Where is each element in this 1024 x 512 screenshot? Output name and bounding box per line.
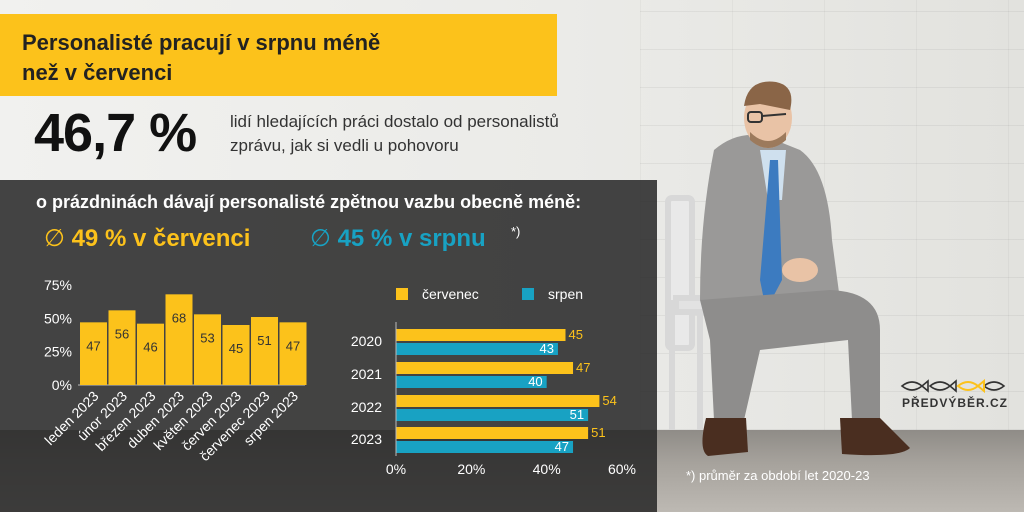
y-tick-label: 2020 xyxy=(351,333,382,349)
bar-value-label: 51 xyxy=(257,333,271,348)
y-tick-label: 25% xyxy=(44,344,72,360)
bar-value-label: 45 xyxy=(229,341,243,356)
bar-year xyxy=(396,427,589,439)
bar-value-label: 47 xyxy=(286,338,300,353)
y-tick-label: 75% xyxy=(44,277,72,293)
bar-month xyxy=(251,317,278,385)
bar-year xyxy=(396,362,574,374)
y-tick-label: 2023 xyxy=(351,431,382,447)
bar-value-label: 54 xyxy=(602,393,616,408)
fish-logo-icon xyxy=(900,378,1006,394)
headline-description: lidí hledajících práci dostalo od person… xyxy=(230,112,559,155)
july-average-text: 49 % v červenci xyxy=(71,225,251,252)
footnote: *) průměr za období let 2020-23 xyxy=(686,468,870,483)
brick-wall-background xyxy=(640,0,1024,430)
bar-year xyxy=(396,343,558,355)
july-average: ∅ 49 % v červenci xyxy=(44,224,250,253)
bar-value-label: 47 xyxy=(86,338,100,353)
bar-value-label: 47 xyxy=(576,360,590,375)
bar-month xyxy=(108,310,136,385)
bar-month xyxy=(165,294,193,385)
bar-value-label: 56 xyxy=(115,326,129,341)
y-tick-label: 50% xyxy=(44,310,72,326)
bar-value-label: 45 xyxy=(569,327,583,342)
average-footnote-mark: *) xyxy=(511,224,521,239)
bar-month xyxy=(194,314,221,385)
bar-value-label: 51 xyxy=(570,407,584,422)
bar-month xyxy=(137,323,164,385)
logo-text: PŘEDVÝBĚR.CZ xyxy=(902,396,1009,410)
bar-year xyxy=(396,395,600,407)
title-banner: Personalisté pracují v srpnu méně než v … xyxy=(0,14,557,96)
chart-title: Personalisté pracují v srpnu méně než v … xyxy=(22,30,381,85)
x-tick-label: 0% xyxy=(386,461,406,477)
x-tick-label: 20% xyxy=(457,461,485,477)
bar-month xyxy=(80,322,107,385)
august-average: ∅ 45 % v srpnu xyxy=(310,224,486,253)
legend-label: červenec xyxy=(422,286,479,302)
bar-value-label: 47 xyxy=(555,439,569,454)
average-symbol-icon: ∅ xyxy=(310,225,331,252)
bar-year xyxy=(396,376,547,388)
bar-year xyxy=(396,329,566,341)
legend-swatch xyxy=(522,288,534,300)
y-tick-label: 2021 xyxy=(351,366,382,382)
legend-label: srpen xyxy=(548,286,583,302)
x-tick-label: 60% xyxy=(608,461,636,477)
bar-year xyxy=(396,441,574,453)
bar-value-label: 46 xyxy=(143,340,157,355)
bar-month xyxy=(222,325,250,385)
bar-value-label: 51 xyxy=(591,425,605,440)
bar-value-label: 43 xyxy=(539,341,553,356)
bar-value-label: 53 xyxy=(200,330,214,345)
y-tick-label: 0% xyxy=(52,377,72,393)
average-symbol-icon: ∅ xyxy=(44,225,65,252)
panel-subtitle: o prázdninách dávají personalisté zpětno… xyxy=(36,192,582,212)
legend-swatch xyxy=(396,288,408,300)
y-tick-label: 2022 xyxy=(351,399,382,415)
bar-month xyxy=(279,322,307,385)
headline-value: 46,7 % xyxy=(34,103,197,163)
bar-value-label: 40 xyxy=(528,374,542,389)
x-tick-label: 40% xyxy=(533,461,561,477)
august-average-text: 45 % v srpnu xyxy=(337,225,486,252)
bar-value-label: 68 xyxy=(172,310,186,325)
bar-year xyxy=(396,409,589,421)
